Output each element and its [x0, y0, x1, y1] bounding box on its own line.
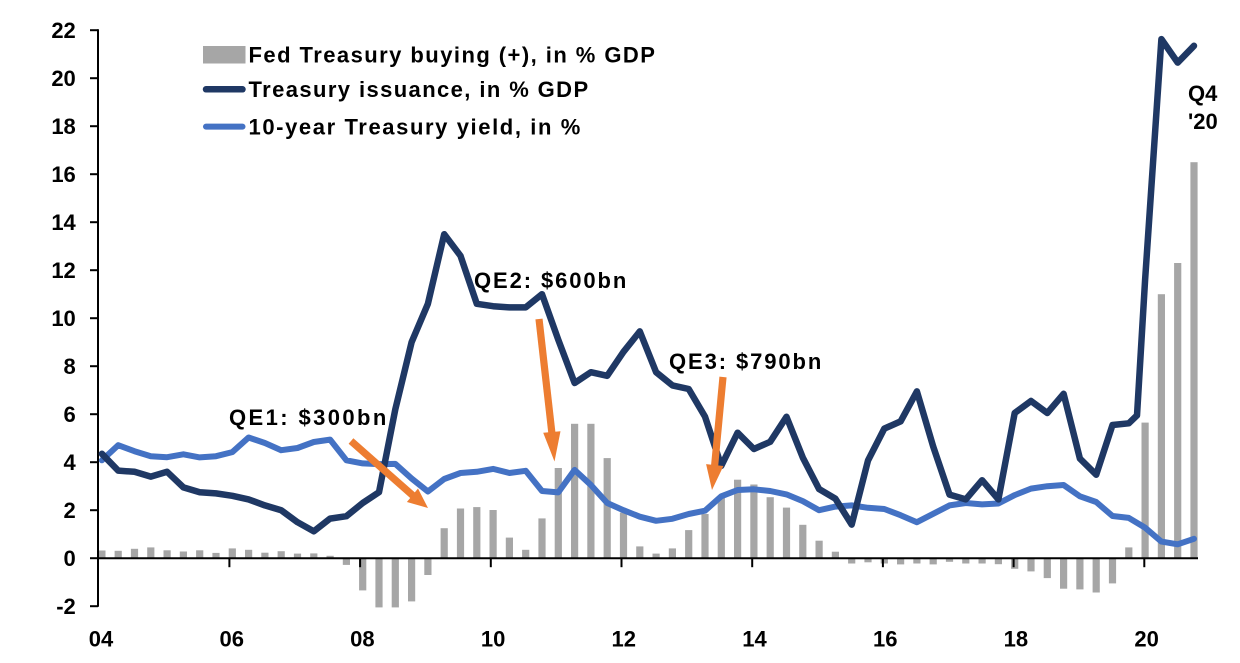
svg-text:4: 4: [64, 450, 77, 475]
svg-text:2: 2: [64, 498, 76, 523]
svg-text:18: 18: [1004, 627, 1028, 652]
svg-text:18: 18: [51, 114, 75, 139]
svg-text:08: 08: [350, 627, 374, 652]
svg-text:Q4: Q4: [1188, 81, 1218, 106]
svg-text:10: 10: [481, 627, 505, 652]
svg-text:06: 06: [219, 627, 243, 652]
svg-text:14: 14: [742, 627, 767, 652]
svg-text:16: 16: [51, 162, 75, 187]
svg-text:12: 12: [612, 627, 636, 652]
svg-text:10: 10: [51, 306, 75, 331]
svg-text:Fed Treasury buying (+), in %: Fed Treasury buying (+), in % GDP: [249, 43, 657, 68]
svg-text:0: 0: [64, 546, 76, 571]
svg-text:20: 20: [1134, 627, 1158, 652]
svg-text:20: 20: [51, 66, 75, 91]
svg-text:Treasury issuance, in % GDP: Treasury issuance, in % GDP: [249, 77, 590, 102]
svg-text:QE2: $600bn: QE2: $600bn: [474, 268, 628, 293]
svg-text:22: 22: [51, 18, 75, 43]
svg-text:16: 16: [873, 627, 897, 652]
svg-text:14: 14: [51, 210, 76, 235]
svg-text:04: 04: [89, 627, 114, 652]
svg-text:QE3: $790bn: QE3: $790bn: [669, 349, 823, 374]
svg-text:'20: '20: [1188, 109, 1218, 134]
svg-text:10-year Treasury yield, in %: 10-year Treasury yield, in %: [249, 114, 582, 139]
svg-text:8: 8: [64, 354, 76, 379]
svg-text:6: 6: [64, 402, 76, 427]
svg-text:QE1: $300bn: QE1: $300bn: [229, 405, 389, 430]
svg-text:-2: -2: [56, 594, 76, 619]
svg-text:12: 12: [51, 258, 75, 283]
